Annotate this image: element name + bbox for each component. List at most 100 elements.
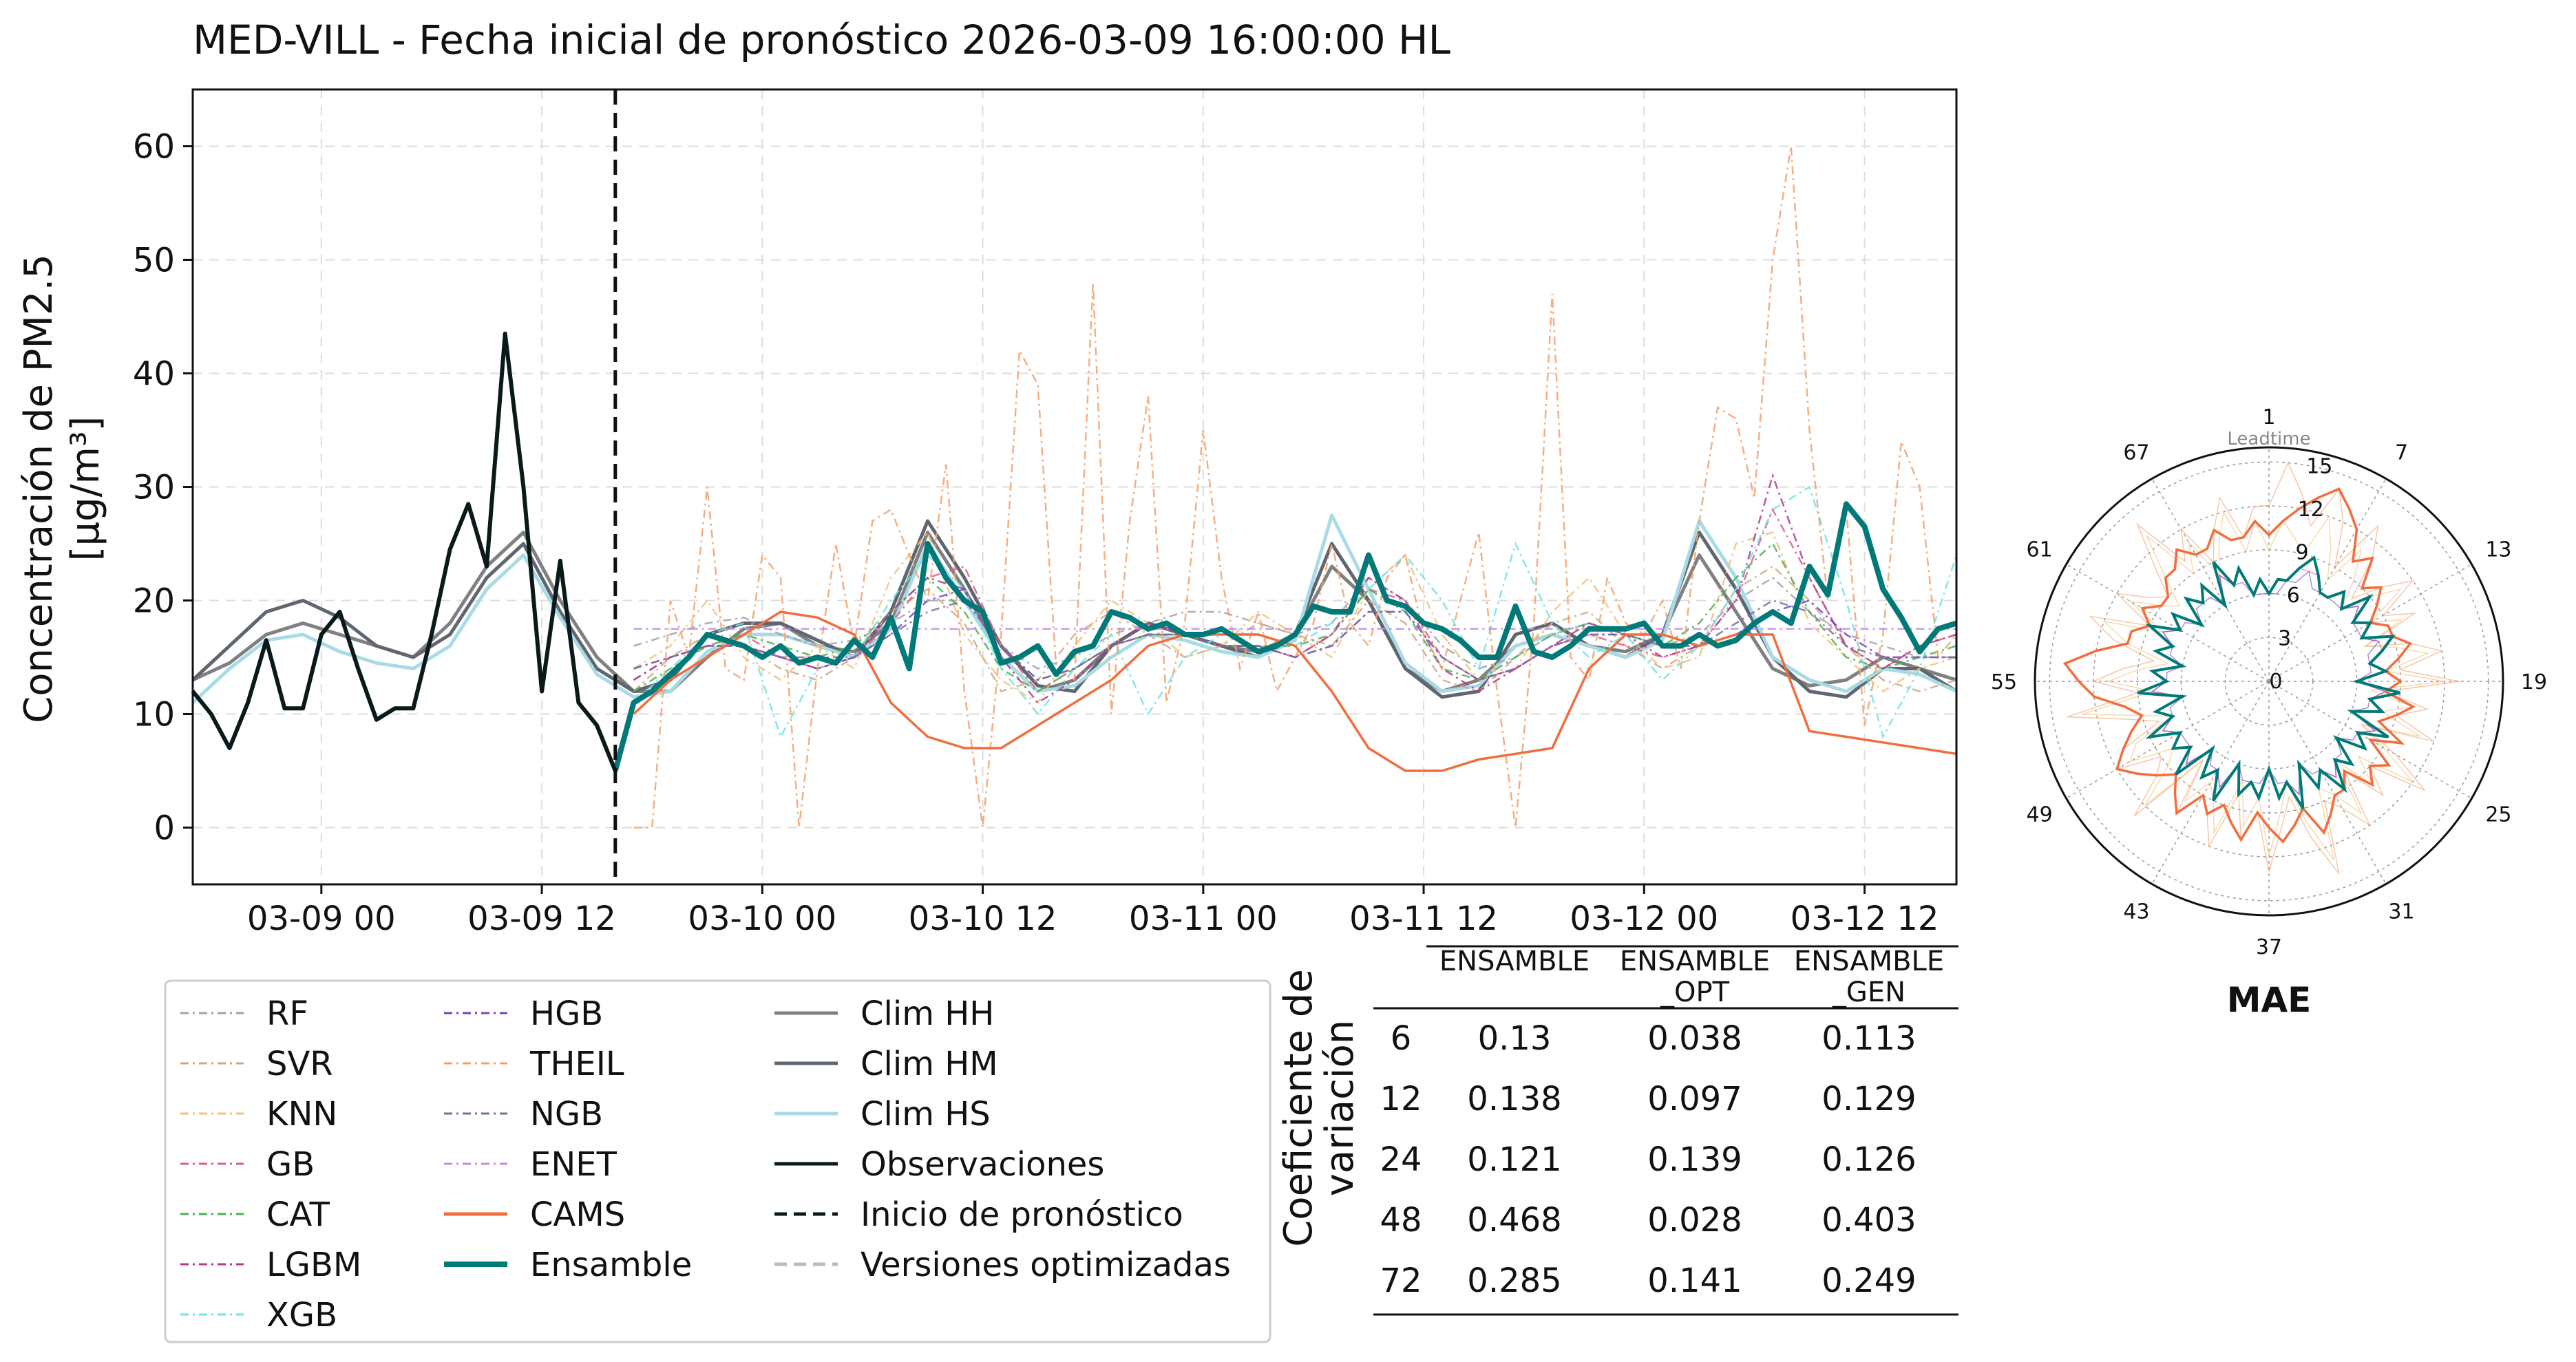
series-line-ensamble: [612, 501, 1958, 772]
legend-label: KNN: [266, 1095, 337, 1134]
polar-spoke: [2268, 681, 2387, 884]
legend-label: Ensamble: [530, 1246, 692, 1284]
cv-cell: 0.468: [1467, 1201, 1561, 1239]
series-line-climhs: [191, 513, 1958, 704]
cv-cell: 0.139: [1647, 1140, 1742, 1179]
polar-radius-label: 3: [2278, 627, 2291, 651]
series-line-observaciones: [191, 331, 617, 772]
cv-row-lead: 24: [1380, 1140, 1422, 1179]
legend-item: SVR: [180, 1045, 333, 1083]
legend-label: THEIL: [529, 1045, 624, 1083]
legend-label: Clim HH: [861, 994, 994, 1033]
legend-label: HGB: [530, 994, 603, 1033]
cv-cell: 0.13: [1478, 1019, 1552, 1058]
observation-line: [191, 331, 617, 772]
legend-item: Clim HS: [774, 1095, 991, 1134]
cv-cell: 0.138: [1467, 1080, 1561, 1118]
polar-angle-label: 37: [2256, 935, 2282, 959]
polar-angle-label: 31: [2388, 900, 2414, 924]
polar-series: [2062, 461, 2460, 875]
legend-item: Versiones optimizadas: [774, 1246, 1231, 1284]
y-axis-ticks: 0 10 20 30 40 50 60: [133, 128, 193, 848]
legend-label: CAMS: [530, 1195, 625, 1234]
series-line-ngb: [633, 599, 1956, 681]
series-line-cams: [633, 610, 1957, 772]
polar-radius-label: 9: [2295, 541, 2308, 565]
legend-item: Clim HM: [774, 1045, 998, 1083]
cv-cell: 0.097: [1647, 1080, 1742, 1118]
polar-angle-label: 13: [2485, 538, 2511, 562]
legend-label: GB: [266, 1145, 315, 1184]
legend-label: ENET: [530, 1145, 617, 1184]
polar-angle-label: 25: [2485, 803, 2511, 827]
cv-cell: 0.113: [1822, 1019, 1916, 1058]
x-tick-label: 03-11 12: [1349, 900, 1498, 938]
x-tick-label: 03-10 12: [909, 900, 1057, 938]
legend-item: Inicio de pronóstico: [774, 1195, 1183, 1234]
polar-spoke: [2151, 478, 2270, 682]
legend: RF SVR KNN GB CAT LGBM XGB HGB THEIL NGB ENET CAMS E…: [164, 979, 1271, 1343]
polar-axis-title: Leadtime: [2227, 429, 2310, 449]
legend-item: GB: [180, 1145, 315, 1184]
legend-item: CAT: [180, 1195, 330, 1234]
cv-cell: 0.121: [1467, 1140, 1561, 1179]
grid-lines: [193, 89, 1956, 884]
polar-spoke: [2151, 681, 2270, 884]
x-tick-label: 03-09 00: [247, 900, 396, 938]
legend-item: HGB: [444, 994, 603, 1033]
polar-chart-title: MAE: [2227, 980, 2312, 1020]
cv-cell: 0.249: [1822, 1262, 1916, 1300]
y-axis-label: Concentración de PM2.5 [μg/m³]: [17, 254, 108, 723]
polar-radius-label: 6: [2287, 584, 2300, 608]
x-tick-label: 03-11 00: [1129, 900, 1278, 938]
legend-item: ENET: [444, 1145, 617, 1184]
cv-cell: 0.141: [1647, 1262, 1742, 1300]
cv-cell: 0.038: [1647, 1019, 1742, 1058]
cv-cell: 0.126: [1822, 1140, 1916, 1179]
legend-item: LGBM: [180, 1246, 361, 1284]
polar-radius-label: 0: [2269, 670, 2282, 694]
polar-angle-label: 19: [2521, 670, 2547, 694]
polar-spoke: [2268, 564, 2472, 682]
y-tick-label: 60: [133, 128, 175, 167]
y-tick-label: 40: [133, 355, 175, 394]
legend-label: Observaciones: [861, 1145, 1104, 1184]
y-axis-label-line1: Concentración de PM2.5: [17, 254, 61, 723]
polar-angle-label: 43: [2123, 900, 2149, 924]
ensemble-line: [612, 501, 1958, 772]
legend-items: RF SVR KNN GB CAT LGBM XGB HGB THEIL NGB ENET CAMS E…: [180, 994, 1231, 1334]
legend-frame: [164, 979, 1271, 1343]
cv-row: 72 0.285 0.141 0.249: [1380, 1262, 1916, 1300]
cv-header-2-line1: ENSAMBLE: [1620, 946, 1770, 977]
x-tick-label: 03-12 00: [1570, 900, 1718, 938]
y-tick-label: 0: [154, 809, 175, 848]
cv-row-lead: 72: [1380, 1262, 1422, 1300]
polar-angle-label: 1: [2262, 405, 2275, 429]
x-tick-label: 03-12 12: [1791, 900, 1939, 938]
polar-angle-label: 55: [1991, 670, 2017, 694]
y-axis-label-line2: [μg/m³]: [63, 416, 108, 562]
polar-labels: 1 7 13 19 25 31 37 43 49 55 61 67 0 3 6 9 12 15: [1991, 405, 2547, 959]
cv-row: 24 0.121 0.139 0.126: [1380, 1140, 1916, 1179]
polar-series-theil: [2067, 461, 2460, 875]
polar-spoke: [2066, 681, 2270, 799]
legend-item: CAMS: [444, 1195, 625, 1234]
cv-row-lead: 48: [1380, 1201, 1422, 1239]
cv-label-line1: Coeficiente de: [1276, 969, 1321, 1247]
polar-radius-label: 15: [2306, 455, 2332, 479]
cv-table: Coeficiente de variación ENSAMBLE ENSAMB…: [1276, 945, 1959, 1316]
cv-header-3-line1: ENSAMBLE: [1794, 946, 1944, 977]
polar-angle-label: 61: [2026, 538, 2052, 562]
cv-cell: 0.285: [1467, 1262, 1561, 1300]
x-tick-label: 03-09 12: [467, 900, 616, 938]
cv-header-1-line1: ENSAMBLE: [1439, 946, 1590, 977]
cams-line: [633, 610, 1957, 772]
legend-label: Inicio de pronóstico: [861, 1195, 1183, 1234]
legend-label: CAT: [266, 1195, 330, 1234]
polar-angle-label: 49: [2026, 803, 2052, 827]
polar-spoke: [2268, 681, 2472, 799]
cv-cell: 0.129: [1822, 1080, 1916, 1118]
cv-row: 12 0.138 0.097 0.129: [1380, 1080, 1916, 1118]
